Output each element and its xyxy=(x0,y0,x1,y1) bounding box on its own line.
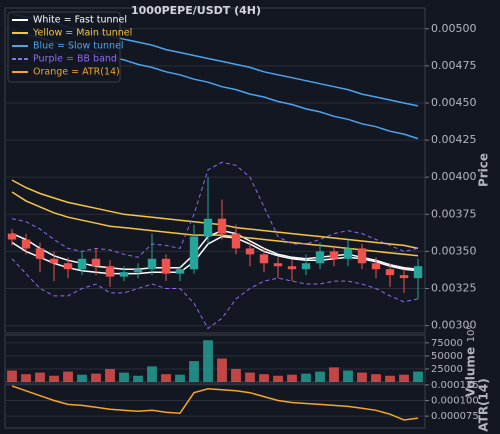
volume-bar xyxy=(91,373,101,382)
price-axis-label: Price xyxy=(477,153,491,187)
candle-body xyxy=(357,248,367,264)
volume-bar xyxy=(217,358,227,382)
legend-label: Purple = BB band xyxy=(33,54,117,65)
volume-bar xyxy=(35,372,45,382)
candle-body xyxy=(329,251,339,259)
volume-bar xyxy=(231,368,241,382)
legend-label: Orange = ATR(14) xyxy=(33,67,120,78)
volume-bar xyxy=(301,373,311,382)
volume-bar xyxy=(189,361,199,382)
volume-bar xyxy=(343,370,353,382)
volume-bar xyxy=(385,375,395,382)
candle-body xyxy=(273,263,283,267)
candle-body xyxy=(105,266,115,277)
price-panel xyxy=(4,7,426,334)
candle-body xyxy=(245,248,255,255)
volume-bar xyxy=(49,375,59,382)
volume-bar xyxy=(315,371,325,382)
volume-bar xyxy=(147,366,157,382)
atr-panel xyxy=(4,383,426,429)
volume-offset-label: 10⁶ xyxy=(466,326,477,343)
y-tick-label: 0.00425 xyxy=(431,133,477,146)
legend-label: White = Fast tunnel xyxy=(33,15,127,26)
y-tick-label: 0.00350 xyxy=(431,244,477,257)
y-tick-label: 0.00475 xyxy=(431,59,477,72)
y-tick-label: 0.00450 xyxy=(431,96,477,109)
candle-body xyxy=(133,269,143,273)
y-tick-label: 50000 xyxy=(431,351,463,362)
volume-bar xyxy=(259,374,269,382)
candle-body xyxy=(189,236,199,270)
y-tick-label: 0.00300 xyxy=(431,319,477,332)
atr-line xyxy=(11,385,419,421)
volume-bar xyxy=(273,375,283,382)
y-tick-label: 25000 xyxy=(431,364,463,375)
candle-body xyxy=(413,266,423,279)
candle-body xyxy=(399,275,409,279)
candle-body xyxy=(161,258,171,274)
volume-bar xyxy=(133,375,143,382)
volume-bar xyxy=(175,374,185,382)
volume-bar xyxy=(105,368,115,382)
volume-bar xyxy=(399,374,409,382)
volume-bar xyxy=(357,372,367,382)
volume-bar xyxy=(63,371,73,382)
candle-body xyxy=(371,263,381,270)
candle-body xyxy=(35,248,45,259)
plot-layer: 0.00300 0.00325 0.00350 0.00375 0.00400 0.004… xyxy=(5,13,479,422)
y-tick-label: 0.00500 xyxy=(431,22,477,35)
candle-body xyxy=(301,263,311,270)
y-tick-label: 0.000125 xyxy=(431,380,479,391)
volume-bar xyxy=(329,367,339,382)
legend: White = Fast tunnel Yellow = Main tunnel B… xyxy=(12,15,132,78)
candle-body xyxy=(147,258,157,270)
volume-bar xyxy=(77,374,87,382)
candle-body xyxy=(119,272,129,277)
legend-label: Blue = Slow tunnel xyxy=(33,41,124,52)
candle-body xyxy=(91,258,101,267)
y-tick-label: 0.000075 xyxy=(431,411,479,422)
volume-panel xyxy=(4,334,426,383)
candle-body xyxy=(7,233,17,240)
volume-bar xyxy=(161,374,171,382)
y-tick-label: 0.00400 xyxy=(431,170,477,183)
volume-bar xyxy=(203,340,213,382)
candle-body xyxy=(217,218,227,234)
candle-body xyxy=(77,258,87,270)
candle-body xyxy=(259,254,269,264)
candle-body xyxy=(21,239,31,249)
volume-axis-label: Volume xyxy=(464,347,478,397)
volume-bar xyxy=(371,374,381,382)
candle-body xyxy=(63,263,73,270)
candle-body xyxy=(203,218,213,237)
indicator-line xyxy=(11,258,419,330)
candle-body xyxy=(231,233,241,249)
legend-box xyxy=(7,11,121,83)
candle-body xyxy=(49,258,59,264)
legend-label: Yellow = Main tunnel xyxy=(32,28,132,39)
volume-bar xyxy=(21,374,31,382)
chart-title: 1000PEPE/USDT (4H) xyxy=(131,4,261,17)
candle-body xyxy=(385,269,395,276)
y-tick-label: 0.00325 xyxy=(431,281,477,294)
volume-bar xyxy=(413,371,423,382)
y-tick-label: 0.000100 xyxy=(431,396,479,407)
candle-body xyxy=(287,266,297,270)
indicator-line xyxy=(11,235,419,275)
volume-bar xyxy=(119,372,129,382)
candle-body xyxy=(315,251,325,264)
indicator-line xyxy=(11,179,419,250)
volume-bar xyxy=(287,374,297,382)
volume-bar xyxy=(7,370,17,382)
indicator-line xyxy=(11,161,419,258)
candle-body xyxy=(343,248,353,259)
y-tick-label: 75000 xyxy=(431,338,463,349)
atr-axis-label: ATR(14) xyxy=(477,378,491,431)
candle-body xyxy=(175,269,185,274)
volume-bar xyxy=(245,372,255,382)
y-tick-label: 0.00375 xyxy=(431,207,477,220)
